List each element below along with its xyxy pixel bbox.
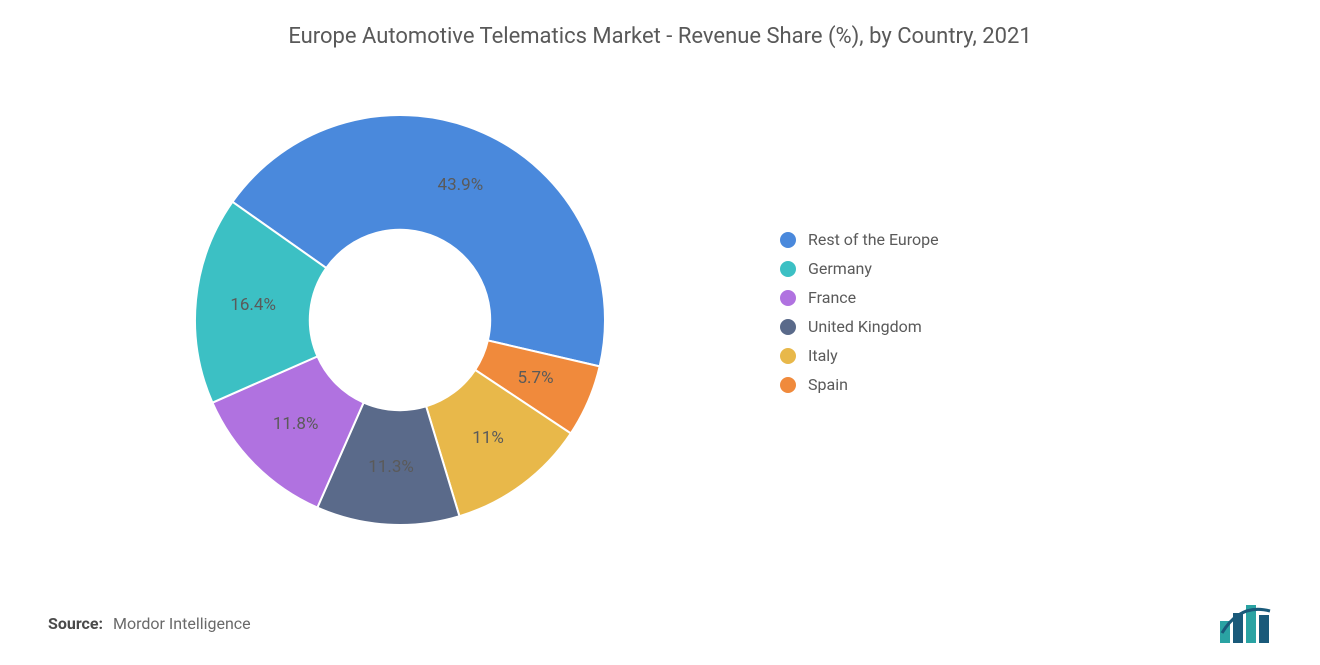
legend-item: France (780, 288, 939, 307)
legend-item: Rest of the Europe (780, 230, 939, 249)
legend-item: Germany (780, 259, 939, 278)
donut-chart: 43.9% 5.7% 11% 11.3% 11.8% 16.4% (180, 100, 620, 540)
legend-label: Rest of the Europe (808, 230, 939, 249)
slice-label: 5.7% (517, 368, 553, 388)
slice-label: 16.4% (230, 295, 276, 315)
legend-swatch (780, 261, 796, 277)
legend-label: France (808, 288, 856, 307)
legend-label: Germany (808, 259, 872, 278)
slice-label: 43.9% (438, 175, 484, 195)
legend-swatch (780, 319, 796, 335)
legend-swatch (780, 232, 796, 248)
legend-label: Italy (808, 346, 838, 365)
legend-label: Spain (808, 375, 848, 394)
chart-area: 43.9% 5.7% 11% 11.3% 11.8% 16.4% Rest of the … (0, 90, 1320, 570)
source-prefix: Source: (48, 614, 103, 633)
slice-label: 11.3% (368, 457, 414, 477)
slice-label: 11% (472, 428, 504, 448)
brand-logo (1220, 603, 1284, 643)
legend-label: United Kingdom (808, 317, 922, 336)
chart-title: Europe Automotive Telematics Market - Re… (0, 0, 1320, 49)
legend-swatch (780, 377, 796, 393)
slice-label: 11.8% (273, 414, 319, 434)
legend-swatch (780, 290, 796, 306)
source-line: Source: Mordor Intelligence (48, 614, 251, 633)
source-text: Mordor Intelligence (113, 614, 251, 633)
legend-item: Italy (780, 346, 939, 365)
legend: Rest of the Europe Germany France United Ki… (780, 230, 939, 404)
legend-swatch (780, 348, 796, 364)
legend-item: Spain (780, 375, 939, 394)
legend-item: United Kingdom (780, 317, 939, 336)
